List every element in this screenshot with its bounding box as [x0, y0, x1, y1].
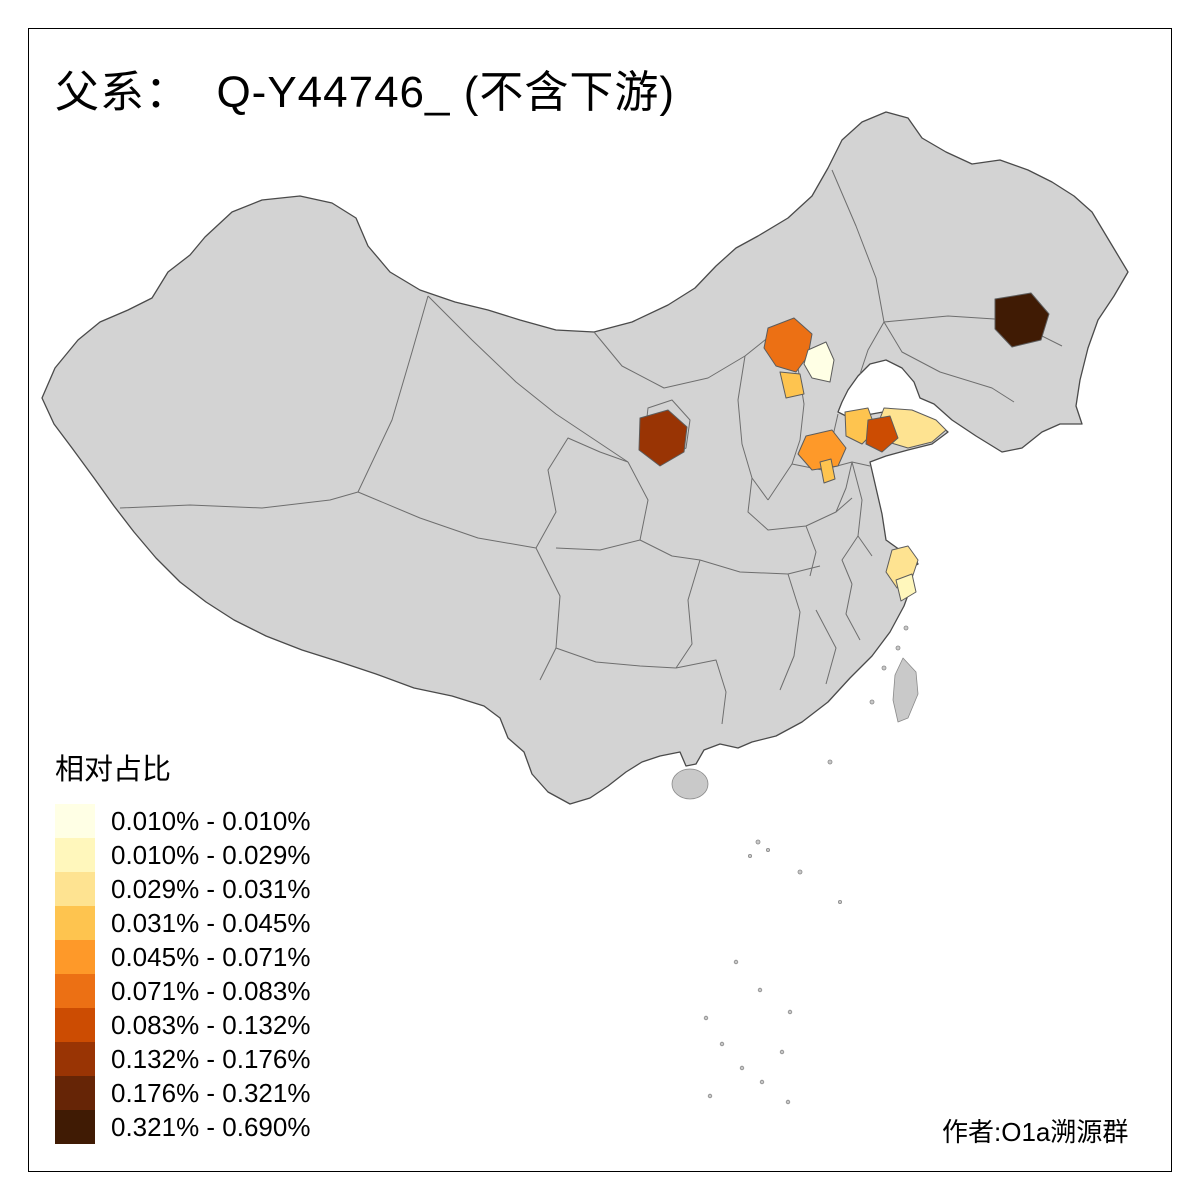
hainan-island	[671, 768, 709, 800]
island-dot	[719, 1041, 725, 1047]
island-dot	[703, 1015, 709, 1021]
island-dot	[779, 1049, 785, 1055]
legend-swatch	[55, 804, 95, 838]
province-border	[747, 477, 853, 531]
province-border	[779, 573, 801, 691]
province-border	[593, 331, 771, 389]
legend-label: 0.071% - 0.083%	[111, 976, 311, 1006]
map-region-henan-small	[819, 458, 836, 484]
legend-row: 0.010% - 0.029%	[55, 838, 310, 872]
legend-row: 0.321% - 0.690%	[55, 1110, 310, 1144]
map-region-northeast-jilin	[994, 292, 1050, 348]
province-border	[859, 321, 885, 375]
province-border	[841, 535, 859, 585]
island-dot	[827, 759, 833, 765]
province-border	[845, 583, 861, 641]
island-dot	[759, 1079, 765, 1085]
legend-label: 0.010% - 0.029%	[111, 840, 311, 870]
legend-title: 相对占比	[55, 754, 172, 786]
legend-row: 0.132% - 0.176%	[55, 1042, 310, 1076]
legend: 相对占比 0.010% - 0.010% 0.010% - 0.029% 0.0…	[55, 746, 310, 1144]
legend-label: 0.031% - 0.045%	[111, 908, 311, 938]
legend-swatch	[55, 1076, 95, 1110]
map-region-beijing	[763, 317, 813, 373]
map-region-gansu-ningxia	[638, 409, 688, 467]
island-dot	[869, 699, 875, 705]
province-border	[835, 461, 853, 513]
island-dot	[755, 839, 761, 845]
island-dot	[895, 645, 901, 651]
island-dot	[766, 848, 771, 853]
province-border	[555, 647, 677, 669]
province-border	[357, 491, 537, 549]
china-mainland	[41, 111, 1129, 805]
legend-row: 0.010% - 0.010%	[55, 804, 310, 838]
province-border	[851, 461, 873, 557]
province-border	[535, 437, 629, 549]
legend-row: 0.176% - 0.321%	[55, 1076, 310, 1110]
island-dot	[785, 1099, 791, 1105]
map-region-north-zhejiang	[895, 573, 917, 602]
legend-label: 0.010% - 0.010%	[111, 806, 311, 836]
legend-swatch	[55, 940, 95, 974]
map-region-tianjin	[803, 341, 835, 383]
island-dot	[797, 869, 803, 875]
province-border	[535, 547, 561, 681]
legend-label: 0.045% - 0.071%	[111, 942, 311, 972]
highlight-regions	[638, 292, 1050, 602]
legend-swatch	[55, 1008, 95, 1042]
legend-swatch	[55, 974, 95, 1008]
legend-swatch	[55, 838, 95, 872]
legend-swatch	[55, 872, 95, 906]
island-dot	[739, 1065, 745, 1071]
legend-row: 0.071% - 0.083%	[55, 974, 310, 1008]
province-border	[675, 659, 727, 725]
map-region-shandong-east	[865, 415, 899, 453]
province-border	[357, 295, 429, 493]
island-dot	[733, 959, 739, 965]
province-border	[737, 355, 769, 501]
legend-swatch	[55, 1110, 95, 1144]
legend-row: 0.083% - 0.132%	[55, 1008, 310, 1042]
province-border	[427, 295, 629, 463]
island-dot	[748, 854, 753, 859]
province-border	[815, 609, 837, 685]
legend-label: 0.321% - 0.690%	[111, 1112, 311, 1142]
map-title: 父系： Q-Y44746_ (不含下游)	[55, 68, 676, 117]
legend-label: 0.176% - 0.321%	[111, 1078, 311, 1108]
credit: 作者:O1a溯源群	[942, 1117, 1129, 1147]
province-border	[831, 169, 885, 323]
province-border	[883, 321, 1015, 403]
island-dot	[881, 665, 887, 671]
legend-swatch	[55, 906, 95, 940]
island-dot	[707, 1093, 713, 1099]
island-dot	[757, 987, 763, 993]
province-border	[639, 539, 821, 575]
taiwan-island	[892, 657, 919, 723]
legend-label: 0.083% - 0.132%	[111, 1010, 311, 1040]
legend-swatch	[55, 1042, 95, 1076]
island-dot	[903, 625, 909, 631]
province-border	[119, 491, 359, 509]
legend-label: 0.132% - 0.176%	[111, 1044, 311, 1074]
south-china-sea-islands	[703, 625, 909, 1105]
legend-row: 0.029% - 0.031%	[55, 872, 310, 906]
legend-label: 0.029% - 0.031%	[111, 874, 311, 904]
map-region-hebei-south	[779, 371, 805, 399]
island-dot	[838, 900, 843, 905]
legend-row: 0.031% - 0.045%	[55, 906, 310, 940]
province-border	[805, 525, 817, 577]
island-dot	[787, 1009, 793, 1015]
legend-row: 0.045% - 0.071%	[55, 940, 310, 974]
province-border	[675, 559, 701, 669]
map-region-henan	[797, 429, 847, 471]
province-borders	[119, 169, 1063, 725]
